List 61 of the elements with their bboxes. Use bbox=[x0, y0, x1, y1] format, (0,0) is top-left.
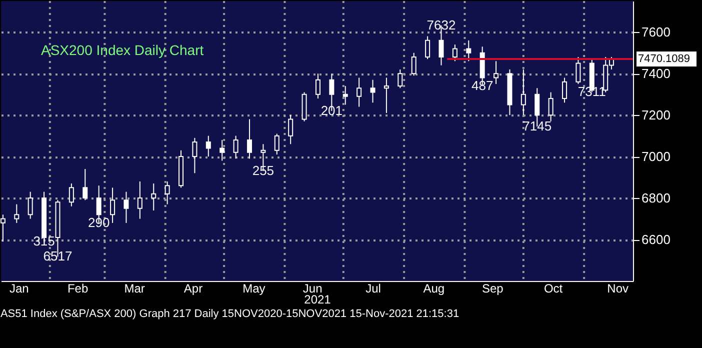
x-tick-label: Apr bbox=[184, 282, 203, 296]
candlestick bbox=[384, 77, 389, 114]
candlestick bbox=[576, 56, 581, 84]
y-tick-label: 6800 bbox=[642, 190, 670, 206]
text: ASX200 Index Daily Chart bbox=[41, 42, 204, 58]
x-tick-label: Jun bbox=[302, 282, 322, 296]
annotation: 7311 bbox=[578, 84, 606, 100]
annotation: 6517 bbox=[43, 248, 72, 264]
x-tick-label: Mar bbox=[124, 282, 145, 296]
candlestick bbox=[14, 204, 20, 224]
candlestick bbox=[220, 139, 225, 162]
x-tick-label: Nov bbox=[607, 282, 629, 296]
x-axis-title: 2021 bbox=[304, 292, 332, 306]
candlestick bbox=[562, 77, 568, 104]
candlestick bbox=[342, 86, 348, 106]
candlestick bbox=[494, 60, 499, 84]
candlestick bbox=[288, 114, 294, 145]
annotation: 201 bbox=[320, 102, 343, 118]
x-tick-label: Feb bbox=[67, 282, 88, 296]
annotation: 487 bbox=[471, 78, 494, 94]
candlestick bbox=[68, 183, 74, 207]
annotation: 7632 bbox=[426, 17, 456, 32]
x-tick-label: Sep bbox=[482, 282, 504, 296]
candlestick bbox=[28, 191, 33, 220]
candlestick bbox=[466, 40, 472, 62]
candlestick bbox=[548, 92, 554, 122]
candlestick bbox=[110, 187, 116, 224]
candlestick bbox=[206, 135, 211, 158]
candlestick bbox=[356, 77, 362, 108]
candlestick bbox=[520, 68, 526, 116]
candlestick bbox=[246, 118, 252, 160]
x-tick-label: Aug bbox=[423, 282, 445, 296]
y-tick-label: 7600 bbox=[642, 24, 670, 40]
y-tick-label: 6600 bbox=[642, 232, 670, 248]
candlestick bbox=[398, 68, 403, 89]
candlestick bbox=[370, 79, 376, 104]
annotation: 255 bbox=[252, 163, 274, 178]
annotation: 315 bbox=[33, 234, 55, 249]
annotation: 7470.1089 bbox=[638, 53, 690, 66]
y-tick-label: 7200 bbox=[642, 108, 670, 123]
candlestick bbox=[192, 137, 198, 174]
candlestick bbox=[164, 180, 170, 205]
x-tick-label: May bbox=[242, 282, 266, 296]
candlestick bbox=[151, 183, 156, 211]
candlestick bbox=[137, 180, 142, 220]
x-tick-label: Jan bbox=[9, 282, 29, 296]
candlestick bbox=[315, 73, 320, 99]
x-tick-label: Oct bbox=[544, 282, 564, 296]
candlestick bbox=[425, 36, 430, 60]
annotation: 7145 bbox=[522, 118, 552, 134]
candlestick bbox=[82, 168, 88, 201]
candlestick bbox=[411, 52, 416, 76]
candlestick bbox=[233, 135, 238, 160]
candlestick bbox=[274, 133, 280, 155]
y-tick-label: 7400 bbox=[642, 66, 670, 82]
candlestick bbox=[124, 191, 129, 224]
x-tick-label: Jul bbox=[366, 282, 381, 296]
text: AS51 Index (S&P/ASX 200) Graph 217 Daily 15NOV2020-15NOV2021 15-Nov-2021 21:15:31 bbox=[0, 308, 460, 320]
annotation: 290 bbox=[88, 214, 110, 230]
candlestick bbox=[452, 44, 458, 62]
y-tick-label: 7000 bbox=[642, 149, 670, 164]
